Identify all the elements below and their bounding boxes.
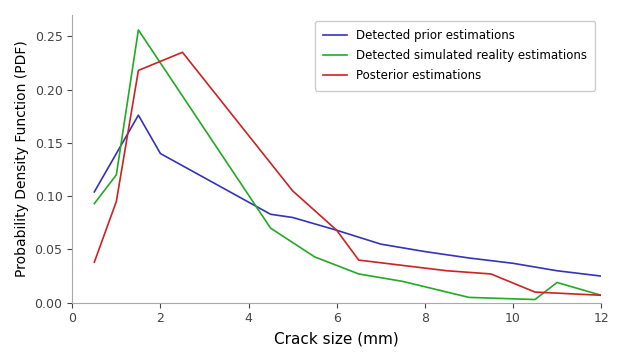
Detected simulated reality estimations [267, 226, 275, 230]
Detected simulated reality estimations [112, 173, 120, 177]
Line: Detected simulated reality estimations: Detected simulated reality estimations [94, 30, 601, 300]
Detected simulated reality estimations [90, 201, 98, 206]
Posterior estimations [333, 228, 341, 232]
Posterior estimations [90, 260, 98, 264]
Posterior estimations [289, 189, 296, 193]
Detected prior estimations [333, 228, 341, 232]
Line: Detected prior estimations: Detected prior estimations [94, 115, 601, 276]
Detected simulated reality estimations [597, 293, 605, 297]
Detected prior estimations [90, 190, 98, 194]
Detected prior estimations [421, 249, 429, 254]
X-axis label: Crack size (mm): Crack size (mm) [275, 331, 399, 346]
Detected simulated reality estimations [531, 297, 539, 302]
Posterior estimations [112, 199, 120, 204]
Legend: Detected prior estimations, Detected simulated reality estimations, Posterior es: Detected prior estimations, Detected sim… [314, 21, 595, 91]
Posterior estimations [597, 293, 605, 297]
Detected simulated reality estimations [465, 295, 472, 300]
Posterior estimations [178, 50, 186, 55]
Posterior estimations [487, 272, 495, 276]
Line: Posterior estimations: Posterior estimations [94, 52, 601, 295]
Detected prior estimations [157, 151, 164, 156]
Posterior estimations [355, 258, 363, 262]
Detected simulated reality estimations [553, 280, 561, 284]
Y-axis label: Probability Density Function (PDF): Probability Density Function (PDF) [15, 40, 29, 277]
Posterior estimations [135, 68, 142, 73]
Detected prior estimations [509, 261, 517, 265]
Detected prior estimations [465, 256, 472, 260]
Detected prior estimations [377, 242, 384, 246]
Detected prior estimations [135, 113, 142, 117]
Detected simulated reality estimations [135, 28, 142, 32]
Detected simulated reality estimations [399, 279, 407, 284]
Detected simulated reality estimations [311, 255, 318, 259]
Posterior estimations [399, 263, 407, 268]
Detected prior estimations [597, 274, 605, 278]
Posterior estimations [443, 269, 451, 273]
Detected prior estimations [267, 212, 275, 217]
Detected simulated reality estimations [355, 272, 363, 276]
Posterior estimations [531, 290, 539, 294]
Detected prior estimations [289, 215, 296, 219]
Detected prior estimations [553, 269, 561, 273]
Posterior estimations [575, 292, 583, 296]
